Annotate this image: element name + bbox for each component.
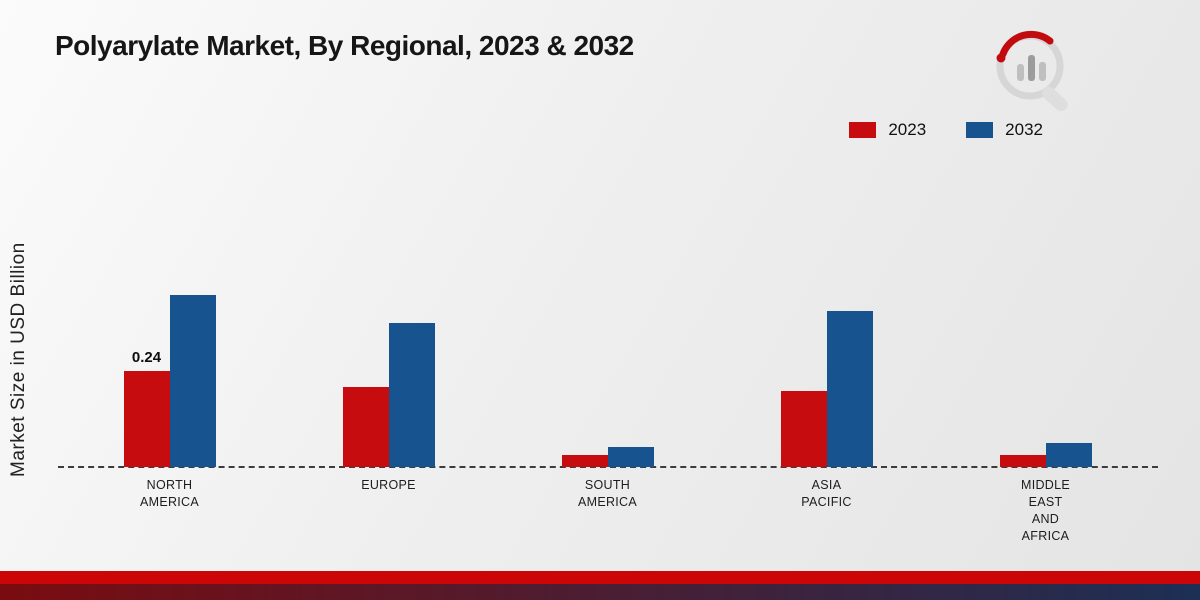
bar-2032-asia-pacific: [826, 311, 873, 467]
brand-logo-icon: [996, 30, 1068, 112]
bar-2023-middle-east-and-africa: [999, 455, 1046, 467]
bar-2032-middle-east-and-africa: [1045, 443, 1092, 467]
legend: 2023 2032: [849, 120, 1043, 140]
bar-2032-europe: [388, 323, 435, 467]
footer-red-bar: [0, 571, 1200, 584]
legend-label-2023: 2023: [888, 120, 927, 139]
bar-group-south-america: [498, 267, 717, 467]
chart-title: Polyarylate Market, By Regional, 2023 & …: [55, 30, 634, 61]
bar-2023-europe: [342, 387, 389, 467]
bar-2023-north-america: 0.24: [123, 349, 170, 467]
category-label-asia-pacific: ASIA PACIFIC: [801, 478, 852, 509]
category-label-north-america: NORTH AMERICA: [139, 478, 200, 509]
legend-item-2023: 2023: [849, 120, 926, 140]
legend-swatch-2023: [849, 122, 877, 138]
category-label-europe: EUROPE: [361, 478, 416, 492]
category-label-middle-east-and-africa: MIDDLE EAST AND AFRICA: [1020, 478, 1071, 543]
category-label-south-america: SOUTH AMERICA: [577, 478, 638, 509]
legend-swatch-2032: [966, 122, 994, 138]
bar-group-asia-pacific: [717, 267, 936, 467]
bar-2032-north-america: [169, 295, 216, 467]
bar-value-label: 0.24: [131, 349, 162, 366]
legend-label-2032: 2032: [1005, 120, 1043, 139]
footer-gradient-bar: [0, 584, 1200, 600]
bar-group-europe: [279, 267, 498, 467]
bar-group-middle-east-and-africa: [936, 267, 1155, 467]
bar-2023-asia-pacific: [780, 391, 827, 467]
bar-group-north-america: 0.24: [60, 267, 279, 467]
category-labels: NORTH AMERICA EUROPE SOUTH AMERICA ASIA PACIFI…: [60, 477, 1155, 557]
x-axis-baseline: [58, 466, 1158, 468]
y-axis-label: Market Size in USD Billion: [8, 242, 29, 478]
bar-2032-south-america: [607, 447, 654, 467]
legend-item-2032: 2032: [966, 120, 1043, 140]
plot-area: 0.24: [60, 267, 1155, 467]
bar-2023-south-america: [561, 455, 608, 467]
